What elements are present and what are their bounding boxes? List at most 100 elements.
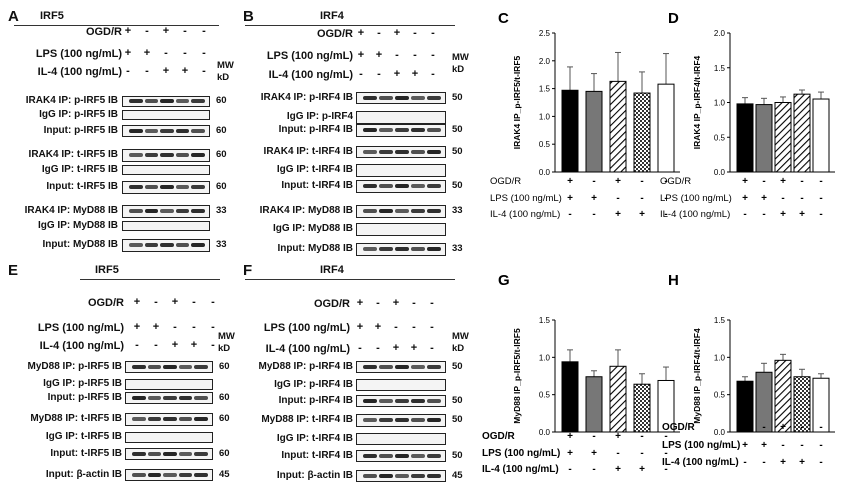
condition-sign-ogdr: + xyxy=(357,27,365,39)
blot-band xyxy=(395,247,409,251)
blot-row-label: IgG IP: t-IRF4 IB xyxy=(276,433,353,444)
mw-value: 60 xyxy=(219,361,230,372)
mw-value: 60 xyxy=(216,149,227,160)
blot-band xyxy=(411,209,425,213)
blot-strip xyxy=(356,146,446,158)
blot-strip xyxy=(356,470,446,482)
condition-sign-il4: + xyxy=(190,339,198,351)
blot-strip xyxy=(122,148,210,162)
blot-strip xyxy=(356,222,446,236)
blot-band xyxy=(411,128,425,132)
condition-sign-il4: - xyxy=(358,342,362,354)
condition-sign-il4: - xyxy=(430,342,434,354)
blot-band xyxy=(379,96,393,100)
blot-band xyxy=(194,396,208,400)
panel-title-b: IRF4 xyxy=(320,10,344,22)
condition-sign-il4: - xyxy=(135,339,139,351)
blot-band xyxy=(395,418,409,422)
y-axis-label: IRAK4 IP_p-IRF5/t-IRF5 xyxy=(512,55,522,149)
condition-sign-il4: - xyxy=(762,209,765,220)
blot-band xyxy=(191,209,205,213)
bar xyxy=(774,102,792,173)
condition-sign-il4: - xyxy=(359,68,363,80)
condition-sign-lps: - xyxy=(192,321,196,333)
condition-sign-il4: + xyxy=(162,65,170,77)
condition-label-lps: LPS (100 ng/mL) xyxy=(490,193,562,204)
condition-sign-ogdr: - xyxy=(800,176,803,187)
bar xyxy=(585,376,603,433)
blot-band xyxy=(395,150,409,154)
condition-label-ogdr: OGD/R xyxy=(313,298,350,310)
condition-sign-il4: - xyxy=(211,339,215,351)
mw-value: 60 xyxy=(219,413,230,424)
blot-band xyxy=(194,417,208,421)
blot-band xyxy=(427,150,441,154)
blot-band xyxy=(175,99,190,103)
condition-sign-ogdr: - xyxy=(762,422,765,433)
blot-band xyxy=(175,209,190,213)
blot-strip xyxy=(356,242,446,256)
condition-sign-lps: + xyxy=(761,193,767,204)
blot-row-label: IgG IP: p-IRF5 IB xyxy=(39,109,118,120)
blot-band xyxy=(379,209,393,213)
condition-sign-lps: + xyxy=(374,321,382,333)
blot-band xyxy=(160,209,174,213)
blot-row-label: Input: p-IRF4 IB xyxy=(278,395,353,406)
mw-label: MW xyxy=(218,331,235,342)
blot-band xyxy=(160,185,174,189)
blot-row-label: MyD88 IP: t-IRF5 IB xyxy=(30,413,122,424)
blot-band xyxy=(144,129,159,133)
blot-strip xyxy=(125,361,213,373)
blot-band xyxy=(411,184,425,188)
mw-label: MW xyxy=(217,60,234,71)
blot-row-label: IRAK4 IP: MyD88 IB xyxy=(24,205,118,216)
blot-band xyxy=(363,150,377,154)
blot-row-label: Input: t-IRF4 IB xyxy=(281,450,353,461)
bar xyxy=(774,359,792,433)
blot-band xyxy=(363,128,377,132)
y-tick-label: 1.5 xyxy=(539,85,551,94)
blot-strip xyxy=(122,180,210,194)
condition-sign-lps: - xyxy=(164,47,168,59)
condition-sign-ogdr: - xyxy=(412,297,416,309)
y-tick-label: 1.5 xyxy=(714,316,726,325)
blot-band xyxy=(191,129,205,133)
blot-band xyxy=(395,454,409,458)
blot-band xyxy=(427,247,441,251)
blot-band xyxy=(363,399,377,403)
condition-sign-lps: - xyxy=(819,193,822,204)
condition-sign-il4: + xyxy=(639,464,645,475)
condition-sign-il4: - xyxy=(431,68,435,80)
condition-sign-ogdr: + xyxy=(124,25,132,37)
blot-band xyxy=(363,474,377,478)
blot-strip xyxy=(356,433,446,445)
y-tick-label: 1.0 xyxy=(714,99,726,108)
condition-sign-lps: + xyxy=(761,440,767,451)
kd-label: kD xyxy=(217,72,230,83)
condition-sign-ogdr: + xyxy=(742,176,748,187)
bar xyxy=(561,89,579,173)
blot-row-label: Input: MyD88 IB xyxy=(277,243,353,254)
mw-value: 33 xyxy=(452,243,463,254)
blot-band xyxy=(363,209,377,213)
blot-band xyxy=(191,185,205,189)
title-rule xyxy=(245,25,455,26)
y-axis-label: MyD88 IP_p-IRF4/t-IRF4 xyxy=(692,328,702,424)
condition-sign-lps: - xyxy=(202,47,206,59)
blot-row-label: IgG IP: p-IRF4 IB xyxy=(274,379,353,390)
panel-title-a: IRF5 xyxy=(40,10,64,22)
bar xyxy=(585,90,603,173)
blot-row-label: Input: p-IRF5 IB xyxy=(47,392,122,403)
bar xyxy=(755,371,773,433)
blot-row-label: MyD88 IP: p-IRF5 IB xyxy=(27,361,122,372)
condition-label-il4: IL-4 (100 ng/mL) xyxy=(268,69,353,81)
title-rule xyxy=(80,279,220,280)
condition-sign-lps: + xyxy=(152,321,160,333)
condition-label-il4: IL-4 (100 ng/mL) xyxy=(660,209,730,220)
blot-band xyxy=(144,153,159,157)
blot-row-label: IgG IP: t-IRF5 IB xyxy=(41,164,118,175)
condition-label-lps: LPS (100 ng/mL) xyxy=(37,322,124,334)
blot-band xyxy=(132,452,146,456)
y-tick-label: 1.0 xyxy=(539,353,551,362)
blot-band xyxy=(194,365,208,369)
